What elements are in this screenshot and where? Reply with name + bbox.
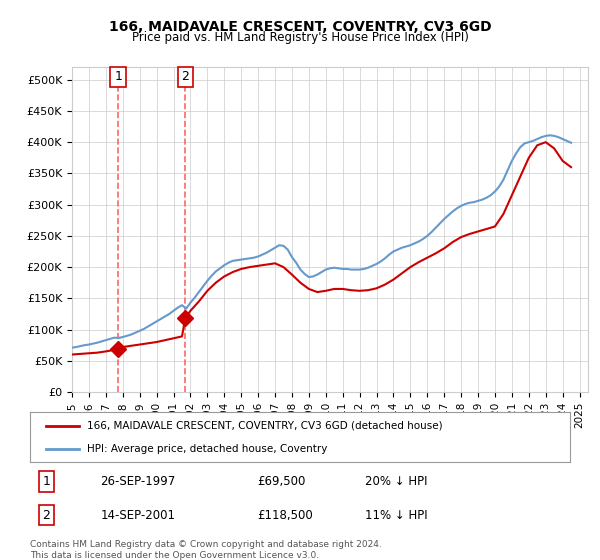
Text: 2: 2 [181,71,189,83]
Text: 1: 1 [42,475,50,488]
Text: Contains HM Land Registry data © Crown copyright and database right 2024.
This d: Contains HM Land Registry data © Crown c… [30,540,382,560]
Text: 2: 2 [42,508,50,522]
Text: 11% ↓ HPI: 11% ↓ HPI [365,508,427,522]
Text: 26-SEP-1997: 26-SEP-1997 [100,475,175,488]
Text: £69,500: £69,500 [257,475,305,488]
Text: £118,500: £118,500 [257,508,313,522]
Text: Price paid vs. HM Land Registry's House Price Index (HPI): Price paid vs. HM Land Registry's House … [131,31,469,44]
Text: 14-SEP-2001: 14-SEP-2001 [100,508,175,522]
Text: 1: 1 [114,71,122,83]
Text: 20% ↓ HPI: 20% ↓ HPI [365,475,427,488]
Text: 166, MAIDAVALE CRESCENT, COVENTRY, CV3 6GD (detached house): 166, MAIDAVALE CRESCENT, COVENTRY, CV3 6… [86,421,442,431]
Text: 166, MAIDAVALE CRESCENT, COVENTRY, CV3 6GD: 166, MAIDAVALE CRESCENT, COVENTRY, CV3 6… [109,20,491,34]
Text: HPI: Average price, detached house, Coventry: HPI: Average price, detached house, Cove… [86,445,327,454]
